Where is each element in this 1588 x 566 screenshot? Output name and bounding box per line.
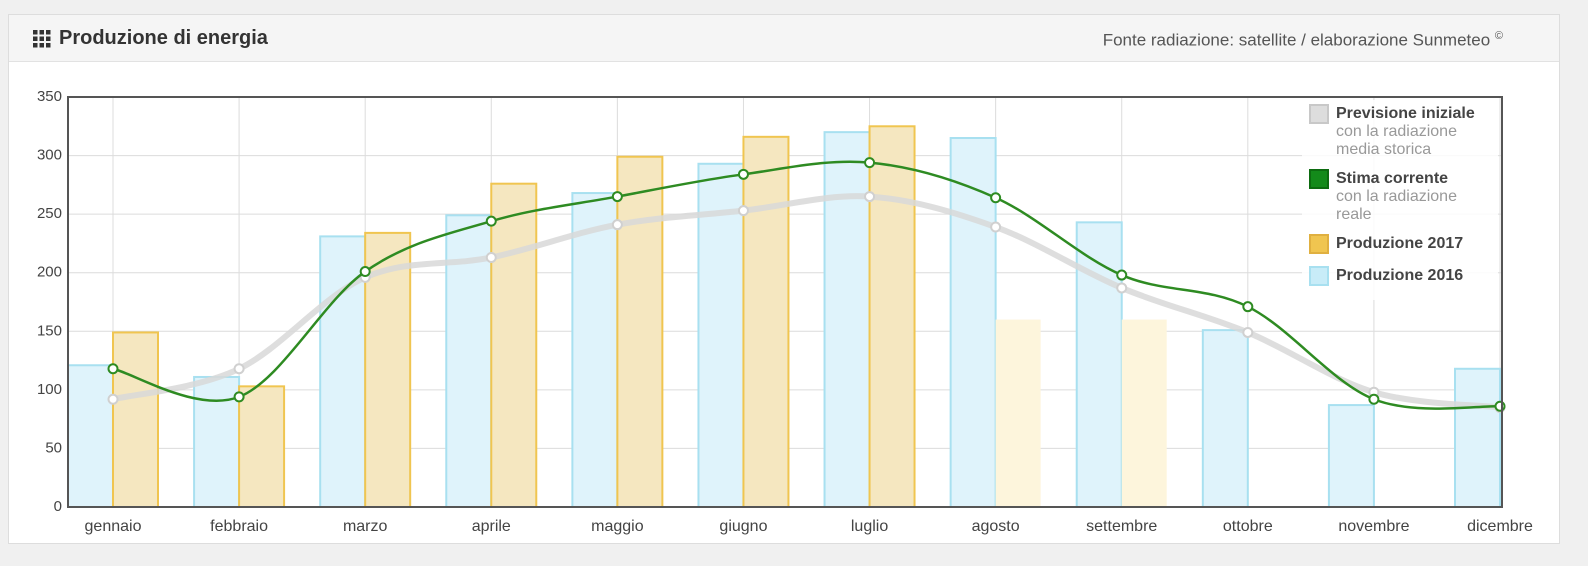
legend-description: con la radiazione (1336, 188, 1457, 205)
panel-title: Produzione di energia (59, 27, 268, 49)
bar (364, 231, 412, 508)
point (1242, 326, 1254, 338)
x-tick-label: agosto (972, 518, 1020, 535)
bar (949, 137, 997, 508)
legend-label: Produzione 2016 (1336, 267, 1463, 284)
x-tick-label: novembre (1338, 518, 1409, 535)
legend-description: con la radiazione (1336, 123, 1457, 140)
point (611, 219, 623, 231)
x-tick-label: luglio (851, 518, 888, 535)
legend-swatch (1309, 104, 1329, 124)
bar (1327, 404, 1375, 509)
bar (742, 135, 790, 508)
bar (616, 155, 664, 508)
x-tick-label: giugno (719, 518, 767, 535)
point (233, 391, 245, 403)
line (112, 160, 1501, 410)
bar (193, 375, 241, 508)
point (864, 191, 876, 203)
point (1116, 282, 1128, 294)
point (1242, 301, 1254, 313)
legend-swatch (1309, 234, 1329, 254)
panel-header: Produzione di energia Fonte radiazione: … (9, 15, 1559, 62)
legend-label: Stima corrente (1336, 170, 1448, 187)
x-tick-label: ottobre (1223, 518, 1273, 535)
source-text: Fonte radiazione: satellite / elaborazio… (1102, 30, 1491, 50)
y-tick-label: 0 (54, 498, 62, 515)
y-tick-label: 50 (45, 439, 62, 456)
bar (697, 162, 745, 508)
x-tick-label: dicembre (1467, 518, 1533, 535)
bar (1454, 367, 1501, 508)
x-tick-label: febbraio (210, 518, 268, 535)
source-note: Fonte radiazione: satellite / elaborazio… (1103, 30, 1503, 51)
copyright: © (1494, 30, 1503, 42)
y-tick-label: 150 (37, 322, 62, 339)
y-tick-label: 350 (37, 88, 62, 105)
point (737, 205, 749, 217)
point (485, 251, 497, 263)
point (107, 363, 119, 375)
legend-swatch (1309, 169, 1329, 189)
bar (868, 125, 916, 509)
legend-label: Produzione 2017 (1336, 235, 1463, 252)
point (359, 266, 371, 278)
point (990, 192, 1002, 204)
x-tick-label: settembre (1086, 518, 1157, 535)
bar (995, 319, 1041, 507)
bar (1075, 221, 1123, 508)
legend-description: media storica (1336, 141, 1431, 158)
bar (238, 385, 286, 509)
point (107, 393, 119, 405)
x-tick-label: marzo (343, 518, 388, 535)
bar (571, 192, 619, 509)
point (233, 363, 245, 375)
plot-frame (67, 96, 1503, 508)
x-tick-label: maggio (591, 518, 644, 535)
point (1368, 393, 1380, 405)
grid-icon (33, 30, 51, 48)
bar (823, 131, 871, 508)
point (864, 157, 876, 169)
bar (112, 331, 159, 509)
legend-label: Previsione iniziale (1336, 105, 1475, 122)
point (485, 215, 497, 227)
legend-bg (1302, 100, 1498, 300)
bar (67, 364, 114, 508)
point (737, 168, 749, 180)
y-tick-label: 300 (37, 147, 62, 164)
bar (490, 182, 538, 509)
bar (1201, 329, 1249, 508)
point (1494, 400, 1506, 412)
x-tick-label: aprile (472, 518, 511, 535)
point (990, 221, 1002, 233)
y-tick-label: 100 (37, 381, 62, 398)
y-tick-label: 200 (37, 264, 62, 281)
bar (1121, 319, 1167, 507)
legend-description: reale (1336, 206, 1372, 223)
legend-swatch (1309, 266, 1329, 286)
point (1116, 269, 1128, 281)
point (611, 191, 623, 203)
y-tick-label: 250 (37, 205, 62, 222)
x-tick-label: gennaio (85, 518, 142, 535)
